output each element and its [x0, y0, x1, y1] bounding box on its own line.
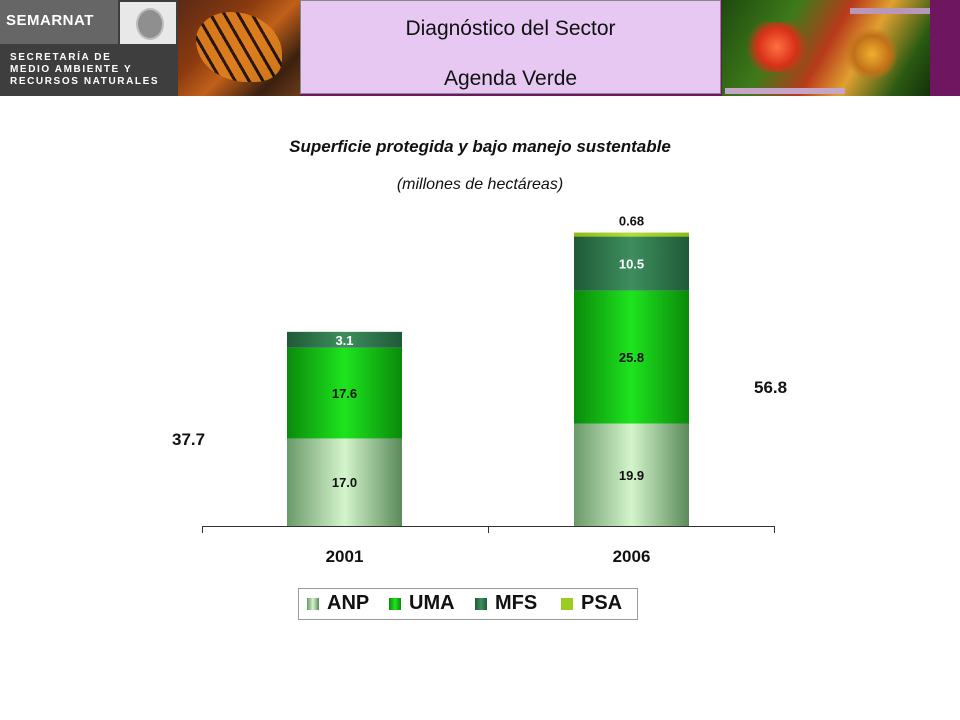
bar-uma-2006	[574, 290, 689, 424]
bar-anp-2006	[574, 423, 689, 526]
legend-swatch-psa	[561, 598, 573, 610]
legend-swatch-anp	[307, 598, 319, 610]
logo-sub-line-3: RECURSOS NATURALES	[10, 76, 160, 87]
bar-anp-2001	[287, 438, 402, 526]
bar-psa-2006	[574, 232, 689, 237]
header-title: Diagnóstico del Sector	[405, 17, 616, 40]
total-label-2006: 56.8	[754, 378, 788, 397]
legend-swatch-mfs	[475, 598, 487, 610]
logo-sub-line-2: MEDIO AMBIENTE Y	[10, 64, 133, 75]
data-label-anp-2001: 17.0	[332, 475, 357, 490]
bar-mfs-2006	[574, 236, 689, 291]
coat-of-arms-icon	[120, 2, 176, 44]
data-label-uma-2001: 17.6	[332, 386, 357, 401]
x-tick-label-2001: 2001	[326, 547, 364, 566]
total-label-2001: 37.7	[172, 430, 206, 449]
seal-emblem-icon	[136, 8, 164, 40]
bar-uma-2001	[287, 347, 402, 439]
logo-subtitle: SECRETARÍA DE MEDIO AMBIENTE Y RECURSOS …	[10, 52, 159, 88]
data-label-mfs-2006: 10.5	[619, 257, 644, 272]
logo-sub-line-1: SECRETARÍA DE	[10, 52, 112, 63]
semarnat-logo: SEMARNAT SECRETARÍA DE MEDIO AMBIENTE Y …	[0, 0, 178, 96]
red-flower-icon	[742, 22, 812, 72]
chart-title: Superficie protegida y bajo manejo suste…	[289, 137, 671, 156]
header-subtitle: Agenda Verde	[443, 67, 578, 90]
data-label-mfs-2001: 3.1	[335, 333, 353, 348]
legend-label-anp: ANP	[327, 592, 370, 614]
chart-subtitle: (millones de hectáreas)	[396, 176, 564, 193]
data-label-anp-2006: 19.9	[619, 468, 644, 483]
data-label-uma-2006: 25.8	[619, 350, 644, 365]
legend-label-mfs: MFS	[495, 592, 538, 614]
header-title-box: Diagnóstico del Sector Agenda Verde	[300, 0, 721, 94]
decorative-stripe	[725, 88, 845, 94]
legend-label-psa: PSA	[581, 592, 623, 614]
decorative-edge	[930, 0, 960, 96]
logo-top-panel: SEMARNAT	[0, 0, 118, 44]
chart-legend: ANP UMA MFS PSA	[298, 588, 638, 620]
data-label-psa-2006: 0.68	[619, 214, 644, 229]
logo-name: SEMARNAT	[6, 12, 94, 29]
x-tick-label-2006: 2006	[613, 547, 651, 566]
legend-label-uma: UMA	[409, 592, 455, 614]
legend-swatch-uma	[389, 598, 401, 610]
yellow-flower-icon	[846, 28, 898, 80]
decorative-stripe	[850, 8, 930, 14]
bar-mfs-2001	[287, 331, 402, 348]
